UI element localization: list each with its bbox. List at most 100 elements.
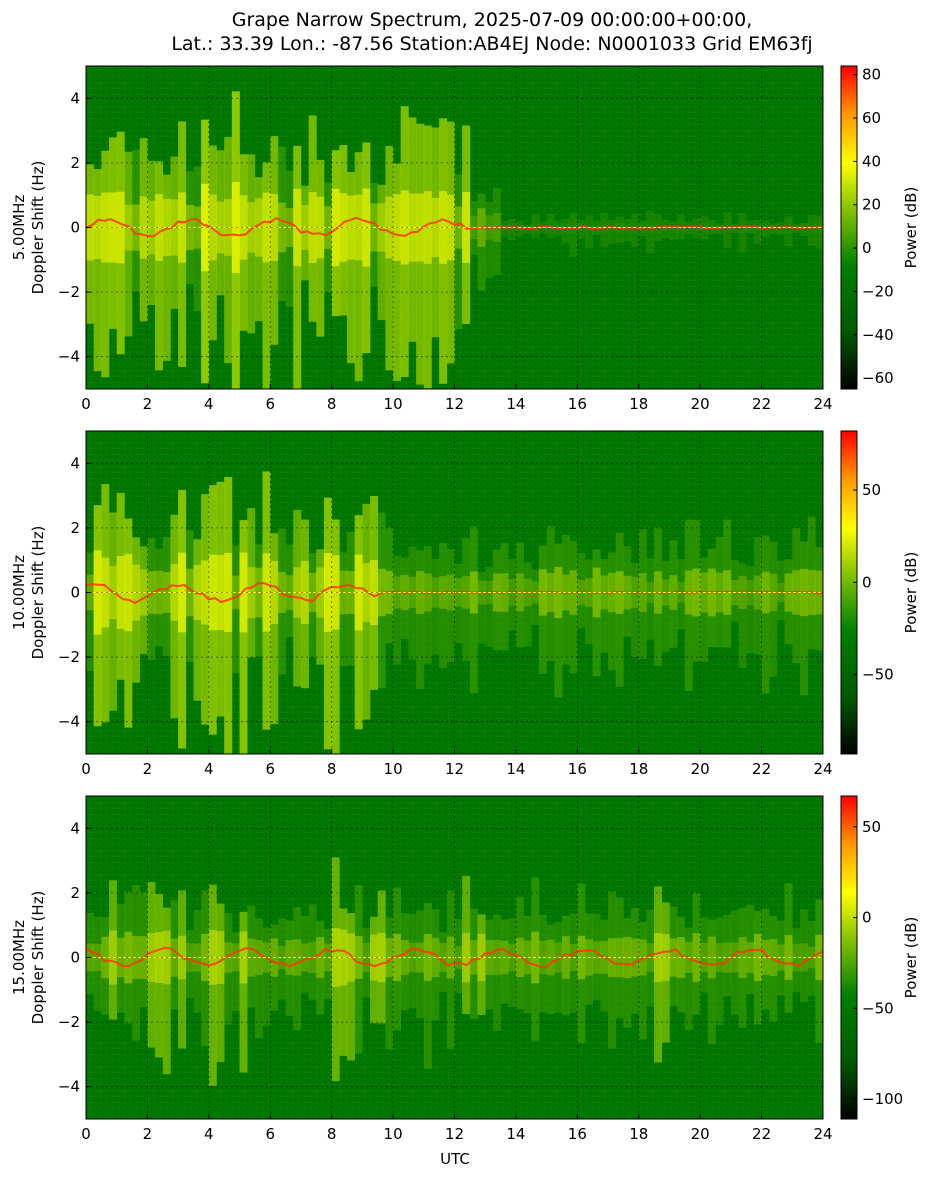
colorbar: 80 60 40 20 0 −20 −40 −60 Power (dB) <box>840 65 920 390</box>
activity-column <box>86 552 94 671</box>
activity-column <box>546 526 555 661</box>
x-tick-label: 20 <box>691 760 710 778</box>
activity-column <box>316 549 325 665</box>
activity-column <box>769 916 778 1023</box>
activity-column <box>477 571 486 644</box>
activity-column <box>554 543 563 698</box>
x-tick-label: 6 <box>265 760 275 778</box>
activity-column <box>577 220 586 239</box>
activity-column <box>277 918 286 1000</box>
activity-column <box>469 908 478 1020</box>
activity-column <box>792 928 801 993</box>
activity-column <box>347 531 355 666</box>
activity-column <box>393 887 402 1031</box>
activity-column <box>416 550 425 689</box>
activity-column <box>815 546 824 651</box>
activity-column <box>646 558 655 640</box>
activity-column <box>408 913 417 1009</box>
activity-column <box>492 914 501 1031</box>
activity-column <box>799 909 808 1003</box>
activity-column <box>454 919 463 993</box>
activity-column <box>654 527 663 666</box>
activity-column <box>377 512 386 688</box>
x-tick-label: 6 <box>265 395 275 413</box>
activity-column <box>178 890 187 1049</box>
activity-column <box>577 552 586 628</box>
activity-column <box>446 890 455 1049</box>
y-tick-label: 0 <box>70 949 80 967</box>
colorbar-label: Power (dB) <box>902 552 920 634</box>
x-tick-label: 12 <box>445 760 464 778</box>
y-axis-label-band: 5.00MHz <box>10 195 28 261</box>
x-tick-label: 16 <box>568 760 587 778</box>
y-axis-label-doppler: Doppler Shift (Hz) <box>29 891 47 1025</box>
activity-column <box>262 927 271 1026</box>
y-tick-label: 2 <box>70 884 80 902</box>
activity-column <box>815 215 824 249</box>
colorbar-tick-label: 40 <box>862 152 881 170</box>
activity-column <box>485 201 494 279</box>
activity-column <box>485 567 494 647</box>
activity-column <box>608 891 617 1049</box>
activity-column <box>707 919 716 1045</box>
activity-column <box>439 542 448 669</box>
activity-column <box>231 932 240 1012</box>
activity-column <box>646 909 655 1007</box>
x-tick-label: 18 <box>629 760 648 778</box>
activity-column <box>155 893 164 1058</box>
activity-column <box>500 919 509 1004</box>
y-axis-label-doppler: Doppler Shift (Hz) <box>29 526 47 660</box>
x-tick-label: 14 <box>506 395 525 413</box>
activity-column <box>416 910 425 1018</box>
x-tick-label: 14 <box>506 760 525 778</box>
activity-column <box>738 213 747 253</box>
x-tick-label: 22 <box>752 395 771 413</box>
activity-column <box>684 927 693 1030</box>
activity-column <box>385 917 394 1050</box>
activity-column <box>585 913 593 1005</box>
activity-column <box>454 563 463 644</box>
activity-column <box>132 149 141 292</box>
x-tick-label: 10 <box>384 395 403 413</box>
activity-column <box>400 912 409 1011</box>
activity-column <box>155 161 164 371</box>
activity-column <box>531 214 540 238</box>
y-axis-label-band: 15.00MHz <box>10 920 28 995</box>
activity-column <box>462 875 471 1014</box>
activity-column <box>623 546 632 637</box>
activity-column <box>285 920 294 1016</box>
figure-title-line1: Grape Narrow Spectrum, 2025-07-09 00:00:… <box>232 9 753 31</box>
x-tick-label: 24 <box>813 1125 832 1143</box>
activity-column <box>109 880 118 1020</box>
activity-column <box>462 538 471 661</box>
colorbar-tick-label: 0 <box>862 909 872 927</box>
activity-column <box>339 552 348 667</box>
activity-column <box>807 516 816 650</box>
activity-column <box>454 174 463 330</box>
x-tick-label: 22 <box>752 1125 771 1143</box>
activity-column <box>201 890 210 1047</box>
activity-column <box>753 219 762 244</box>
activity-column <box>492 549 501 651</box>
y-tick-label: 2 <box>70 519 80 537</box>
activity-column <box>377 890 386 1024</box>
activity-column <box>677 559 686 630</box>
colorbar: 50 0 −50 Power (dB) <box>840 430 920 755</box>
activity-column <box>431 909 440 1021</box>
colorbar-gradient <box>840 795 858 1120</box>
activity-column <box>347 172 355 364</box>
activity-column <box>431 127 440 338</box>
activity-column <box>239 911 248 1073</box>
activity-column <box>677 916 686 1013</box>
y-tick-label: 0 <box>70 219 80 237</box>
activity-column <box>561 915 570 1016</box>
activity-column <box>554 922 563 1013</box>
activity-column <box>277 146 286 302</box>
activity-column <box>347 913 355 1061</box>
activity-column <box>155 548 164 647</box>
activity-column <box>638 529 647 659</box>
activity-column <box>431 558 440 655</box>
